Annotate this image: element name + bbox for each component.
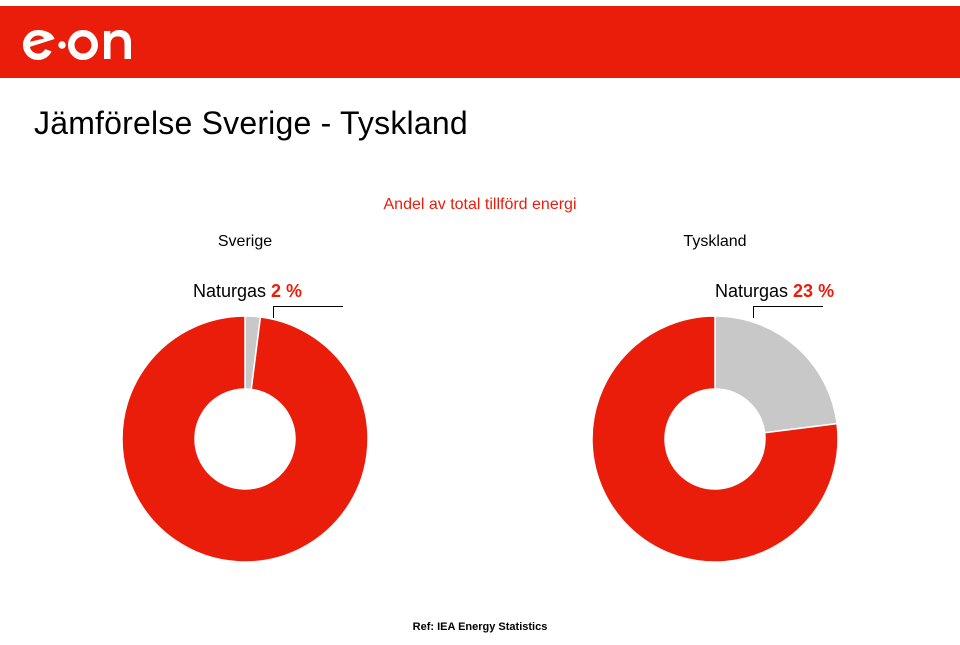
header-band [0,6,960,78]
page-subtitle: Andel av total tillförd energi [0,196,960,214]
chart-row: Sverige Naturgas 2 % Tyskland Naturgas 2… [0,233,960,562]
callout-germany: Naturgas 23 % [565,281,865,303]
callout-value-germany: 23 % [793,281,834,301]
donut-hole [665,389,765,489]
callout-prefix-sweden: Naturgas [193,281,271,301]
donut-hole [195,389,295,489]
callout-value-sweden: 2 % [271,281,302,301]
eon-logo [20,17,160,67]
callout-sweden: Naturgas 2 % [95,281,395,303]
footnote: Ref: IEA Energy Statistics [0,621,960,633]
country-label-germany: Tyskland [683,233,746,251]
chart-col-sweden: Sverige Naturgas 2 % [95,233,395,562]
callout-prefix-germany: Naturgas [715,281,793,301]
country-label-sweden: Sverige [218,233,272,251]
donut-germany [592,316,838,562]
callout-label-sweden: Naturgas 2 % [193,281,302,302]
slide: Jämförelse Sverige - Tyskland Andel av t… [0,0,960,645]
page-title: Jämförelse Sverige - Tyskland [34,105,468,142]
donut-sweden [122,316,368,562]
chart-col-germany: Tyskland Naturgas 23 % [565,233,865,562]
callout-label-germany: Naturgas 23 % [715,281,834,302]
